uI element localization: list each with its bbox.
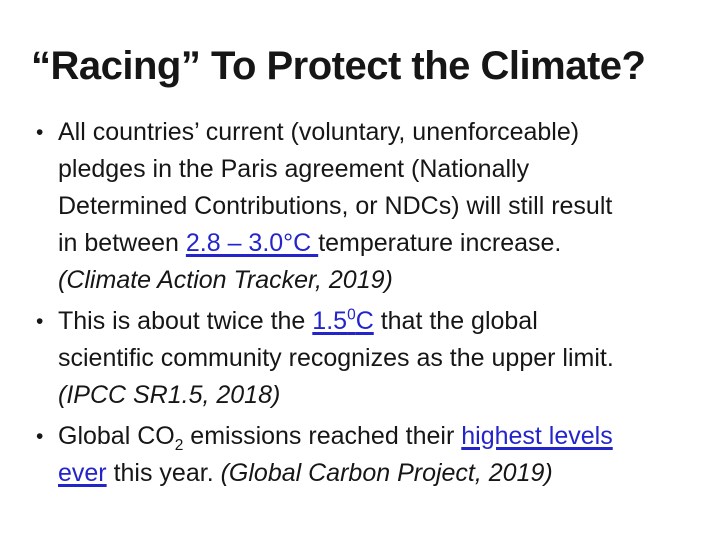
text-line: in between 2.8 – 3.0°C temperature incre… [58,225,693,262]
bullet-item: • All countries’ current (voluntary, unen… [33,114,693,299]
text-segment: This is about twice the [58,307,313,335]
text-line: Determined Contributions, or NDCs) will … [58,188,693,225]
link-1-5-degrees[interactable]: 1.5 [312,307,348,335]
text-segment: that the global [373,307,538,335]
link-1-5-degrees[interactable]: C [355,307,374,335]
text-line: scientific community recognizes as the u… [58,340,693,377]
text-line: (Climate Action Tracker, 2019) [58,262,693,299]
text-segment: scientific community recognizes as the u… [58,344,614,372]
text-line: pledges in the Paris agreement (National… [58,151,693,188]
bullet-item: • Global CO2 emissions reached their high… [33,418,693,492]
slide-title: “Racing” To Protect the Climate? [31,44,646,88]
link-highest-levels-ever[interactable]: highest levels [461,422,613,450]
text-segment: 2 [174,437,184,454]
text-line: ever this year. (Global Carbon Project, … [58,455,693,492]
text-segment: All countries’ current (voluntary, unenf… [58,118,580,146]
bullet-marker: • [36,121,44,144]
text-segment: (Global Carbon Project, 2019) [220,459,553,487]
text-segment: in between [58,229,186,257]
bullet-marker: • [36,310,44,333]
text-segment: temperature increase. [318,229,562,257]
text-line: All countries’ current (voluntary, unenf… [58,114,693,151]
text-segment: pledges in the Paris agreement (National… [58,155,530,183]
text-segment: (Climate Action Tracker, 2019) [58,266,393,294]
bullet-marker: • [36,425,44,448]
text-segment: Determined Contributions, or NDCs) will … [58,192,613,220]
text-line: (IPCC SR1.5, 2018) [58,377,693,414]
text-segment: (IPCC SR1.5, 2018) [58,381,281,409]
text-line: Global CO2 emissions reached their highe… [58,418,693,455]
bullet-item: • This is about twice the 1.50C that the … [33,303,693,414]
link-highest-levels-ever[interactable]: ever [58,459,107,487]
link-temperature-range[interactable]: 2.8 – 3.0°C [185,229,319,257]
text-segment: emissions reached their [183,422,462,450]
link-1-5-degrees[interactable]: 0 [347,306,356,324]
text-segment: Global CO [58,422,175,450]
text-segment: this year. [106,459,221,487]
bullet-list: • All countries’ current (voluntary, unen… [33,114,693,496]
text-line: This is about twice the 1.50C that the g… [58,303,693,340]
